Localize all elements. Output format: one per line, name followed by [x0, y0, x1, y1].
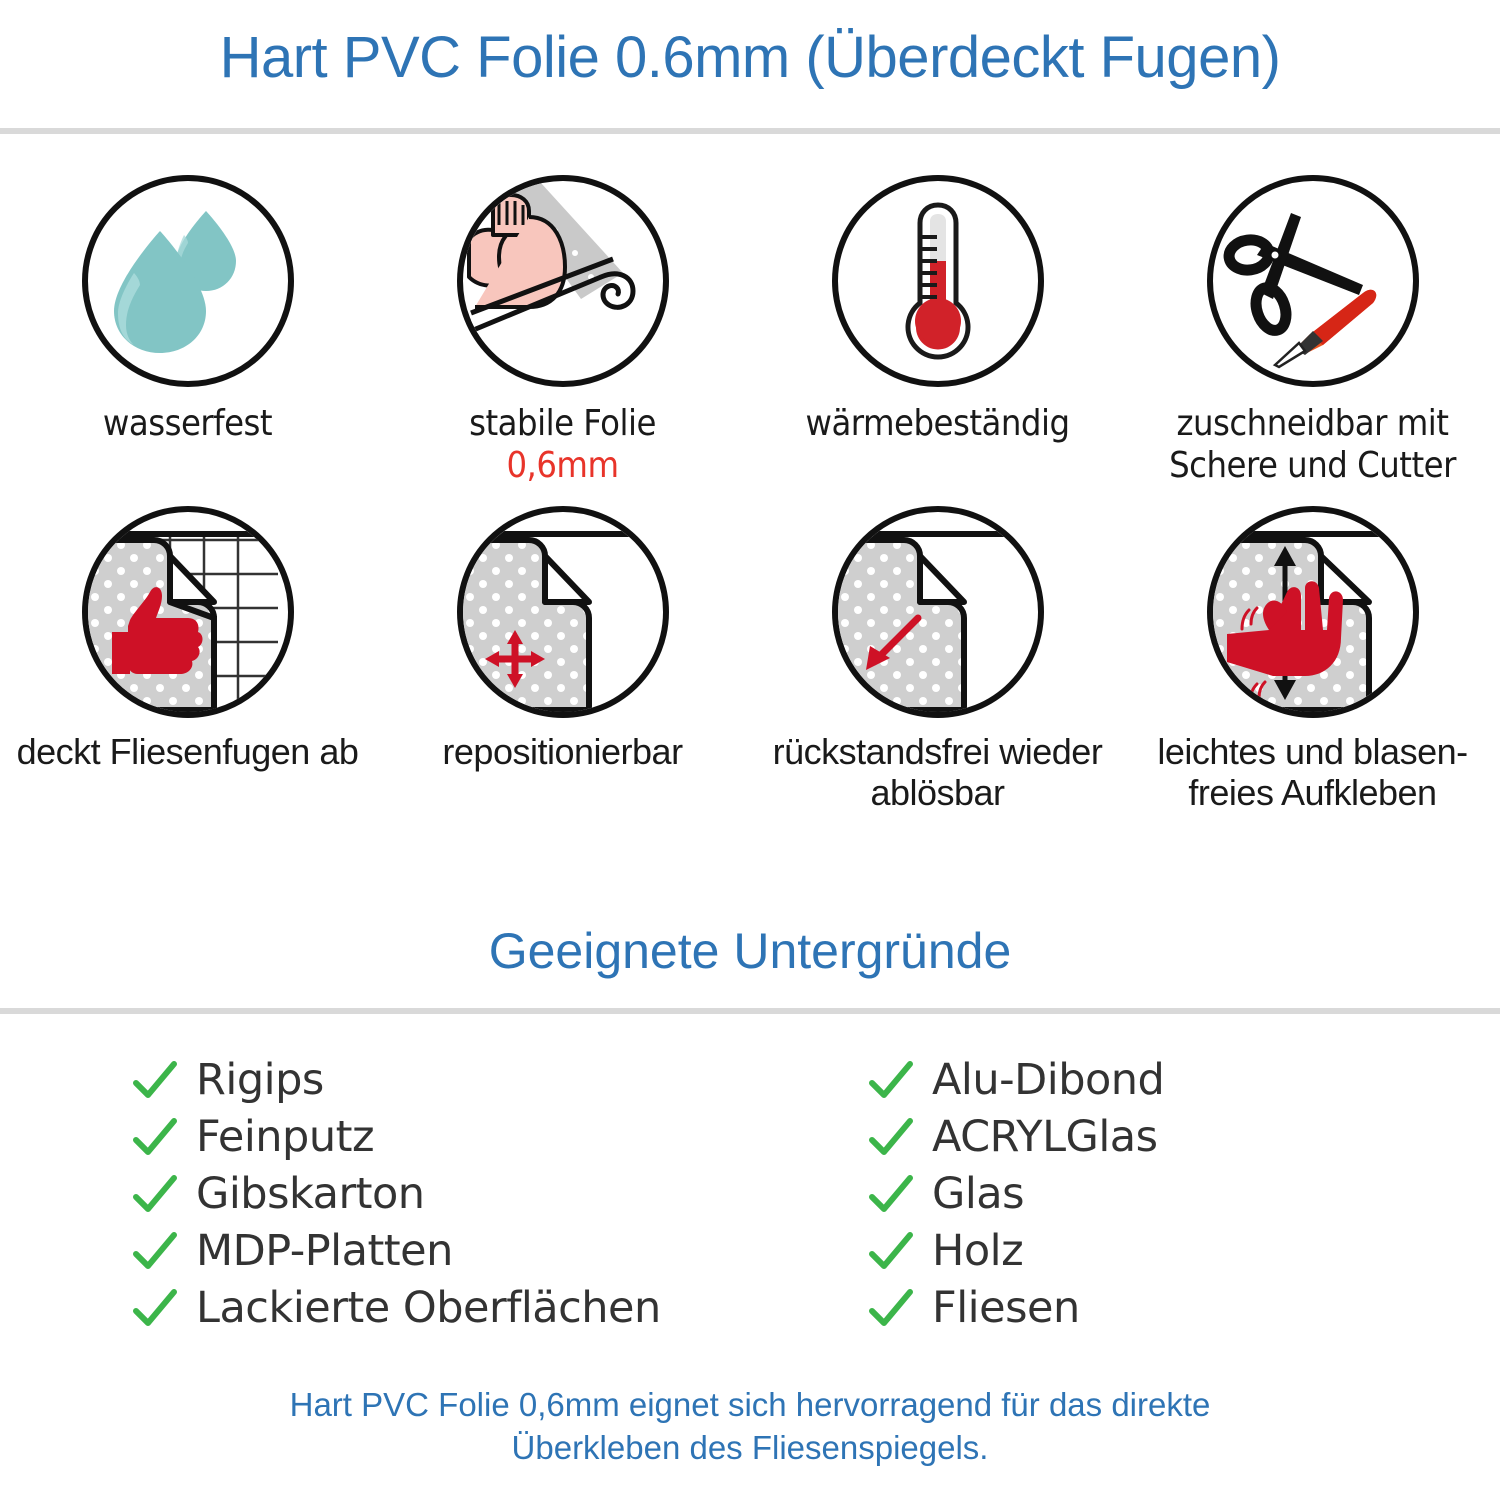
footer-note: Hart PVC Folie 0,6mm eignet sich hervorr…	[0, 1384, 1500, 1470]
diagonal-peel-arrow-icon	[837, 530, 1028, 712]
feature-row-1: wasserfest	[0, 175, 1500, 487]
feature-label-line1: wärmebeständig	[805, 403, 1070, 444]
water-drops-icon	[113, 211, 236, 353]
feature-label-line2: freies Aufkleben	[1188, 771, 1437, 813]
substrates-right-column: Alu-Dibond ACRYLGlas Glas Holz Fliesen	[750, 1052, 1500, 1337]
check-icon	[132, 1172, 178, 1218]
list-item-label: Holz	[932, 1226, 1024, 1276]
feature-label-line1: stabile Folie	[469, 403, 656, 444]
divider-middle	[0, 1008, 1500, 1014]
icon-circle	[456, 175, 669, 387]
feature-caption: deckt Fliesenfugen ab	[17, 731, 359, 772]
icon-circle	[81, 175, 294, 387]
list-item-label: Glas	[932, 1169, 1025, 1219]
feature-rueckstandsfrei: rückstandsfrei wieder ablösbar	[750, 505, 1125, 813]
feature-caption: stabile Folie 0,6mm	[469, 403, 656, 487]
icon-circle	[831, 505, 1044, 718]
list-item-label: Fliesen	[932, 1283, 1080, 1333]
list-item-label: Rigips	[196, 1055, 324, 1105]
list-item: ACRYLGlas	[868, 1109, 1500, 1166]
list-item-label: ACRYLGlas	[932, 1112, 1158, 1162]
check-icon	[132, 1286, 178, 1332]
list-item-label: MDP-Platten	[196, 1226, 453, 1276]
substrates-left-column: Rigips Feinputz Gibskarton MDP-Platten L…	[0, 1052, 750, 1337]
list-item: Fliesen	[868, 1280, 1500, 1337]
check-icon	[868, 1286, 914, 1332]
list-item-label: Gibskarton	[196, 1169, 425, 1219]
scissors-cutter-icon	[1223, 213, 1376, 369]
footer-line-2: Überkleben des Fliesenspiegels.	[511, 1428, 989, 1466]
feature-label-line2: 0,6mm	[506, 444, 619, 486]
feature-caption: wärmebeständig	[805, 403, 1070, 445]
feature-deckt-fliesenfugen: deckt Fliesenfugen ab	[0, 505, 375, 813]
feature-stabile-folie: stabile Folie 0,6mm	[375, 175, 750, 487]
feature-caption: wasserfest	[102, 403, 273, 445]
feature-waermebestaendig: wärmebeständig	[750, 175, 1125, 487]
list-item-label: Alu-Dibond	[932, 1055, 1165, 1105]
feature-caption: leichtes und blasen- freies Aufkleben	[1125, 731, 1500, 813]
feature-grid: wasserfest	[0, 175, 1500, 813]
icon-circle	[831, 175, 1044, 387]
list-item: Alu-Dibond	[868, 1052, 1500, 1109]
check-icon	[132, 1115, 178, 1161]
feature-row-2: deckt Fliesenfugen ab	[0, 505, 1500, 813]
list-item: Gibskarton	[132, 1166, 750, 1223]
feature-leichtes-aufkleben: leichtes und blasen- freies Aufkleben	[1125, 505, 1500, 813]
list-item: Holz	[868, 1223, 1500, 1280]
feature-label-line1: deckt Fliesenfugen ab	[16, 730, 359, 772]
substrates-heading: Geeignete Untergründe	[488, 923, 1012, 979]
smoothing-hand-icon	[1212, 530, 1403, 712]
feature-label-line1: repositionierbar	[442, 730, 683, 772]
icon-circle	[456, 505, 669, 718]
feature-label-line1: rückstandsfrei	[772, 730, 991, 772]
check-icon	[868, 1115, 914, 1161]
list-item: Lackierte Oberflächen	[132, 1280, 750, 1337]
check-icon	[868, 1172, 914, 1218]
list-item: Glas	[868, 1166, 1500, 1223]
thermometer-icon	[905, 202, 970, 360]
divider-top	[0, 128, 1500, 134]
list-item-label: Lackierte Oberflächen	[196, 1283, 661, 1333]
thumbs-up-tiles-icon	[87, 530, 278, 712]
feature-zuschneidbar: zuschneidbar mit Schere und Cutter	[1125, 175, 1500, 487]
list-item: MDP-Platten	[132, 1223, 750, 1280]
check-icon	[132, 1058, 178, 1104]
icon-circle	[81, 505, 294, 718]
four-way-arrow-icon	[462, 530, 653, 712]
icon-circle	[1206, 175, 1419, 387]
list-item: Feinputz	[132, 1109, 750, 1166]
feature-wasserfest: wasserfest	[0, 175, 375, 487]
feature-caption: rückstandsfrei wieder ablösbar	[750, 731, 1125, 813]
feature-label-line1: zuschneidbar mit	[1176, 403, 1449, 444]
footer-line-1: Hart PVC Folie 0,6mm eignet sich hervorr…	[289, 1386, 1211, 1423]
check-icon	[868, 1058, 914, 1104]
feature-repositionierbar: repositionierbar	[375, 505, 750, 813]
page-title: Hart PVC Folie 0.6mm (Überdeckt Fugen)	[219, 25, 1281, 90]
feature-label-line2: wieder ablösbar	[870, 730, 1103, 813]
feature-label-line2: Schere und Cutter	[1169, 444, 1456, 486]
feature-caption: repositionierbar	[442, 730, 683, 772]
check-icon	[132, 1229, 178, 1275]
feature-label-line1: leichtes und blasen-	[1157, 730, 1468, 772]
list-item: Rigips	[132, 1052, 750, 1109]
flexing-arm-icon	[466, 183, 636, 334]
icon-circle	[1206, 505, 1419, 718]
check-icon	[868, 1229, 914, 1275]
list-item-label: Feinputz	[196, 1112, 375, 1162]
substrates-lists: Rigips Feinputz Gibskarton MDP-Platten L…	[0, 1052, 1500, 1337]
feature-caption: zuschneidbar mit Schere und Cutter	[1169, 403, 1456, 487]
feature-label-line1: wasserfest	[102, 403, 273, 444]
